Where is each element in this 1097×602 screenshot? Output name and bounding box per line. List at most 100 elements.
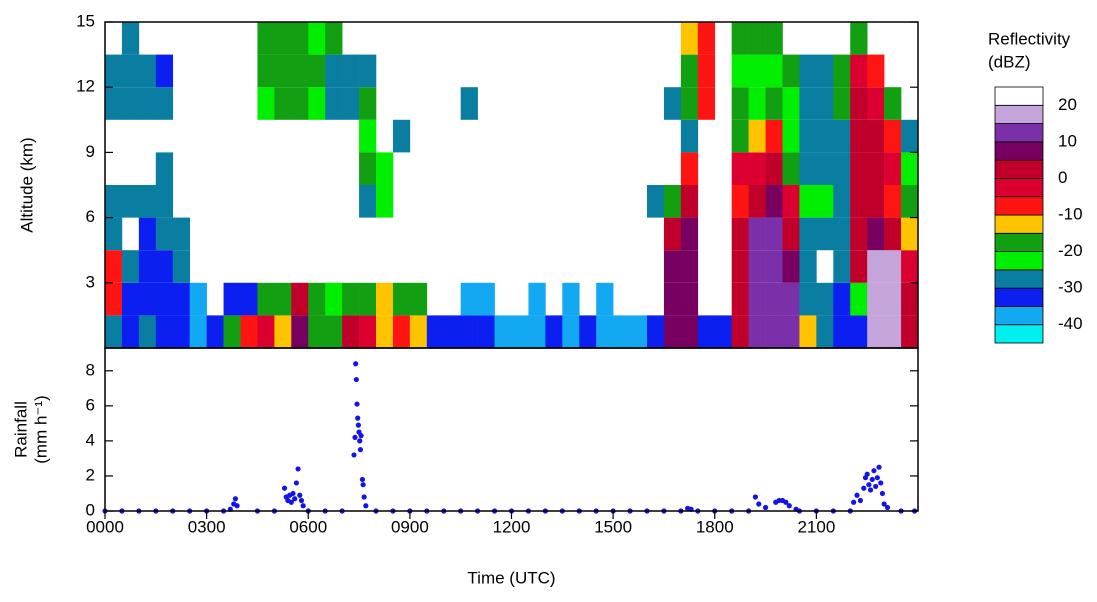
heat-cell — [325, 315, 343, 348]
heat-cell — [765, 119, 783, 153]
heat-cell — [308, 87, 326, 120]
heat-cell — [359, 87, 377, 120]
y-axis-title: Altitude (km) — [17, 137, 36, 232]
y-tick-label: 9 — [86, 142, 95, 161]
heat-cell — [850, 119, 868, 153]
rain-point — [851, 499, 857, 505]
heat-cell — [291, 54, 309, 88]
heat-cell — [748, 54, 766, 88]
x-axis-title: Time (UTC) — [467, 568, 555, 587]
rain-point — [879, 490, 886, 497]
colorbar-label: -30 — [1058, 278, 1083, 297]
rain-point — [300, 503, 306, 509]
heat-cell — [528, 282, 546, 316]
rain-point — [783, 499, 789, 505]
x-tick-label: 2100 — [797, 517, 835, 536]
plot-frame — [104, 347, 919, 512]
heat-cell — [647, 315, 665, 348]
rain-point — [357, 438, 363, 444]
rain-point — [752, 494, 759, 500]
heat-cell — [833, 217, 851, 251]
heat-cell — [155, 54, 174, 88]
heat-cell — [731, 152, 749, 185]
heat-cell — [867, 54, 885, 88]
heat-cell — [816, 217, 834, 251]
rain-point — [358, 433, 364, 439]
colorbar-box — [994, 324, 1044, 344]
heat-cell — [155, 185, 174, 218]
heat-cell — [460, 87, 478, 120]
heat-cell — [121, 54, 140, 88]
heat-cell — [172, 250, 190, 283]
heat-cell — [121, 250, 140, 283]
heat-cell — [274, 54, 292, 88]
heat-cell — [291, 315, 309, 348]
rain-point — [298, 497, 305, 504]
rain-point — [234, 503, 240, 509]
rain-point — [857, 497, 864, 504]
rain-point — [361, 494, 367, 500]
heat-cell — [359, 282, 377, 316]
rain-point — [293, 480, 299, 486]
heat-cell — [867, 119, 885, 153]
heat-cell — [765, 54, 783, 88]
heat-cell — [257, 87, 275, 120]
rain-point — [352, 434, 358, 440]
heat-cell — [528, 315, 546, 348]
heat-cell — [663, 217, 682, 251]
heat-cell — [731, 250, 749, 283]
heat-cell — [308, 22, 326, 55]
heat-cell — [138, 54, 157, 88]
heat-cell — [765, 282, 783, 316]
heat-cell — [731, 282, 749, 316]
colorbar-box — [994, 178, 1044, 198]
heat-cell — [748, 315, 766, 348]
rain-point — [292, 496, 298, 502]
heat-cell — [731, 22, 749, 55]
heat-cell — [697, 315, 716, 348]
heat-cell — [630, 315, 648, 348]
heat-cell — [816, 54, 834, 88]
heat-cell — [291, 282, 309, 316]
x-tick-label: 1800 — [696, 517, 734, 536]
colorbar-box — [994, 251, 1044, 271]
heat-cell — [799, 54, 817, 88]
heat-cell — [392, 282, 411, 316]
heat-cell — [562, 315, 580, 348]
heat-cell — [697, 54, 716, 88]
heat-cell — [663, 315, 682, 348]
heat-cell — [833, 87, 851, 120]
heat-cell — [138, 250, 157, 283]
heat-cell — [782, 185, 800, 218]
rain-point — [355, 415, 361, 421]
heat-cell — [409, 315, 428, 348]
heat-cell — [731, 315, 749, 348]
rain-point — [359, 476, 366, 483]
heat-cell — [884, 152, 902, 185]
colorbar-label: -10 — [1058, 204, 1083, 223]
heat-cell — [867, 152, 885, 185]
rain-point — [363, 503, 369, 509]
heat-cell — [850, 54, 868, 88]
x-tick-label: 0000 — [86, 517, 124, 536]
heat-cell — [799, 315, 817, 348]
heat-cell — [850, 250, 868, 283]
heat-cell — [765, 22, 783, 55]
heat-cell — [799, 119, 817, 153]
heat-cell — [613, 315, 631, 348]
rain-point — [762, 504, 769, 511]
heat-cell — [714, 315, 732, 348]
heat-cell — [901, 185, 919, 218]
heat-cell — [426, 315, 445, 348]
heat-cell — [816, 315, 834, 348]
rain-point — [357, 447, 364, 453]
heat-cell — [663, 282, 682, 316]
rain-point — [869, 476, 875, 483]
y-tick-label: 0 — [86, 500, 95, 519]
heat-cell — [155, 87, 174, 120]
heat-cell — [274, 87, 292, 120]
heat-cell — [138, 217, 157, 251]
heat-cell — [105, 185, 123, 218]
colorbar-label: -40 — [1058, 314, 1083, 333]
heat-cell — [342, 315, 360, 348]
